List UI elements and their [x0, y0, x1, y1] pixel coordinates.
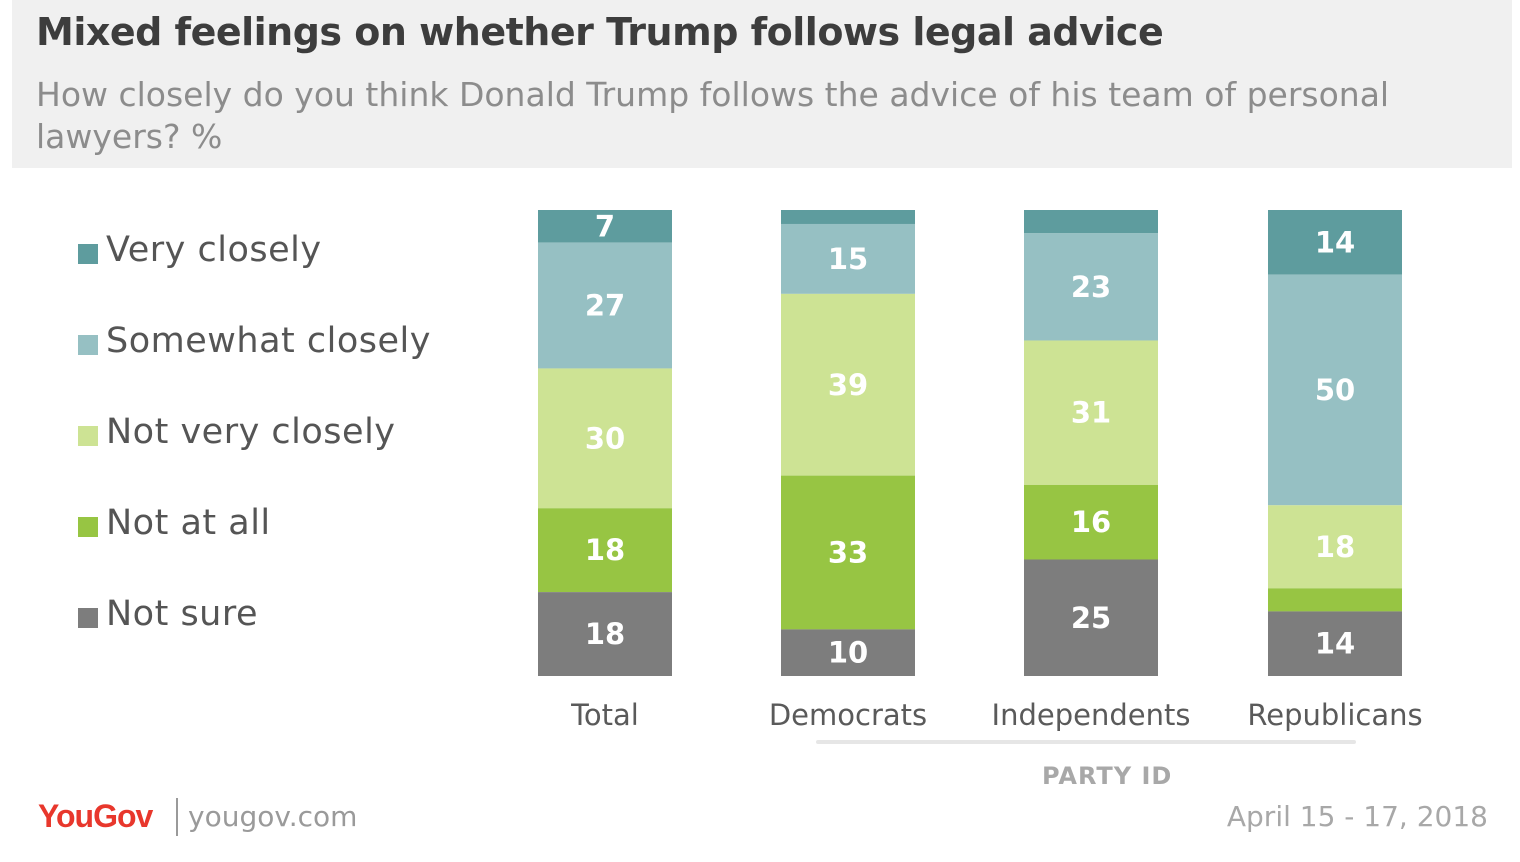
bar-segment [1268, 505, 1402, 589]
bar-segment [1268, 611, 1402, 676]
legend-swatch [78, 517, 98, 537]
legend-label: Not at all [106, 503, 271, 543]
legend-swatch [78, 335, 98, 355]
bar-segment [1024, 559, 1158, 676]
bar-segment [781, 475, 915, 630]
data-label: 18 [585, 533, 625, 567]
data-label: 14 [1315, 225, 1355, 259]
bar-segment [1024, 210, 1158, 234]
data-label: 33 [828, 536, 868, 570]
legend-swatch [78, 426, 98, 446]
party-id-label: PARTY ID [1042, 762, 1173, 790]
legend-label: Very closely [106, 230, 322, 270]
bar-segment [538, 368, 672, 509]
bar-segment [781, 223, 915, 294]
footer-site: yougov.com [188, 800, 358, 833]
footer-separator [176, 798, 178, 836]
data-label: 31 [1071, 396, 1111, 430]
bar-segment [781, 629, 915, 676]
data-label: 30 [585, 421, 625, 455]
data-label: 15 [828, 242, 868, 276]
data-label: 16 [1071, 505, 1111, 539]
legend-label: Somewhat closely [106, 321, 431, 361]
bar-segment [538, 592, 672, 676]
legend-swatch [78, 608, 98, 628]
data-label: 10 [828, 636, 868, 670]
chart-header: Mixed feelings on whether Trump follows … [12, 0, 1512, 168]
data-label: 27 [585, 289, 625, 323]
data-label: 18 [585, 617, 625, 651]
bar-segment [1268, 210, 1402, 275]
data-label: 50 [1315, 373, 1355, 407]
category-label: Independents [992, 698, 1191, 732]
legend-label: Not very closely [106, 412, 396, 452]
bar-segment [781, 293, 915, 476]
yougov-logo: YouGov [38, 798, 153, 834]
footer-date: April 15 - 17, 2018 [1226, 800, 1488, 833]
legend-label: Not sure [106, 594, 259, 634]
bar-segment [1024, 233, 1158, 341]
chart-title: Mixed feelings on whether Trump follows … [36, 10, 1164, 54]
bar-segment [1024, 340, 1158, 485]
category-label: Democrats [769, 698, 927, 732]
data-label: 18 [1315, 530, 1355, 564]
category-label: Total [570, 698, 639, 732]
data-label: 39 [828, 368, 868, 402]
bar-segment [1268, 274, 1402, 506]
bar-segment [538, 210, 672, 243]
bar-segment [1024, 484, 1158, 560]
data-label: 7 [595, 209, 615, 243]
bar-segment [781, 210, 915, 224]
data-label: 25 [1071, 601, 1111, 635]
party-id-bracket [816, 740, 1356, 744]
bar-segment [538, 242, 672, 369]
legend-swatch [78, 244, 98, 264]
bar-segment [1268, 588, 1402, 612]
chart-subtitle: How closely do you think Donald Trump fo… [36, 75, 1390, 156]
data-label: 23 [1071, 270, 1111, 304]
data-label: 14 [1315, 627, 1355, 661]
category-label: Republicans [1247, 698, 1422, 732]
bar-segment [538, 508, 672, 593]
